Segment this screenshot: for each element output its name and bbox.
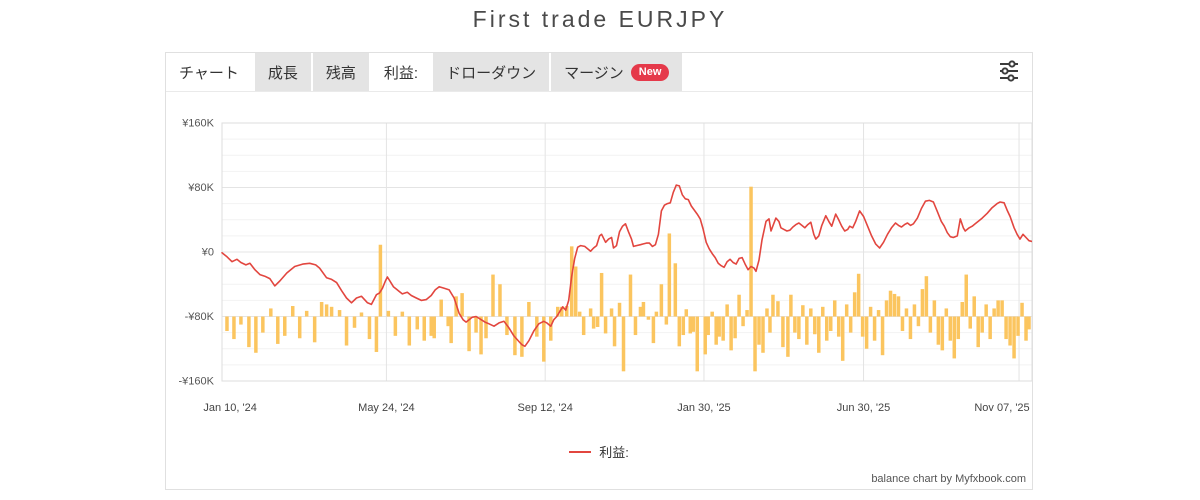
svg-text:Nov 07, '25: Nov 07, '25 <box>974 402 1029 414</box>
tab-label: 残高 <box>325 64 356 82</box>
svg-text:-¥160K: -¥160K <box>179 376 215 388</box>
svg-text:Jan 10, '24: Jan 10, '24 <box>203 402 256 414</box>
svg-text:-¥80K: -¥80K <box>185 311 215 323</box>
sliders-icon <box>1000 59 1018 82</box>
settings-button[interactable] <box>995 57 1023 88</box>
chart-area: ¥160K ¥80K ¥0 -¥80K -¥160K Jan 10, '24 May 24,… <box>166 91 1032 490</box>
tab-profit[interactable]: 利益: <box>370 53 432 91</box>
toolbar: チャート 成長 残高 利益: ドローダウン マージン New <box>166 53 1032 92</box>
tab-margin[interactable]: マージン New <box>551 53 683 91</box>
y-axis-labels: ¥160K ¥80K ¥0 -¥80K -¥160K <box>179 118 215 388</box>
gridlines <box>221 122 1032 382</box>
profit-line <box>221 184 1032 348</box>
chart-card: チャート 成長 残高 利益: ドローダウン マージン New ¥160K ¥80K ¥0 -¥8… <box>165 52 1033 490</box>
tab-label: マージン <box>564 64 624 82</box>
svg-text:¥160K: ¥160K <box>181 118 214 130</box>
x-axis-labels: Jan 10, '24 May 24, '24 Sep 12, '24 Jan 30,… <box>203 402 1029 414</box>
tab-balance[interactable]: 残高 <box>312 53 369 91</box>
svg-text:Sep 12, '24: Sep 12, '24 <box>518 402 573 414</box>
tab-growth[interactable]: 成長 <box>254 53 311 91</box>
svg-text:¥0: ¥0 <box>201 247 214 259</box>
svg-text:May 24, '24: May 24, '24 <box>358 402 415 414</box>
tab-label: 成長 <box>267 64 298 82</box>
tab-label: ドローダウン <box>446 64 537 82</box>
new-badge: New <box>630 63 670 81</box>
tab-bar: 成長 残高 利益: ドローダウン マージン New <box>254 53 683 91</box>
svg-text:Jun 30, '25: Jun 30, '25 <box>837 402 890 414</box>
page-title: First trade EURJPY <box>472 6 728 32</box>
svg-text:Jan 30, '25: Jan 30, '25 <box>677 402 730 414</box>
chart-type-label: チャート <box>179 64 239 82</box>
attribution-text: balance chart by Myfxbook.com <box>871 473 1026 485</box>
tab-label: 利益: <box>383 64 419 82</box>
tab-drawdown[interactable]: ドローダウン <box>433 53 550 91</box>
profit-chart: ¥160K ¥80K ¥0 -¥80K -¥160K Jan 10, '24 May 24,… <box>179 118 1032 414</box>
svg-text:¥80K: ¥80K <box>187 182 214 194</box>
profit-bars <box>225 186 1031 372</box>
